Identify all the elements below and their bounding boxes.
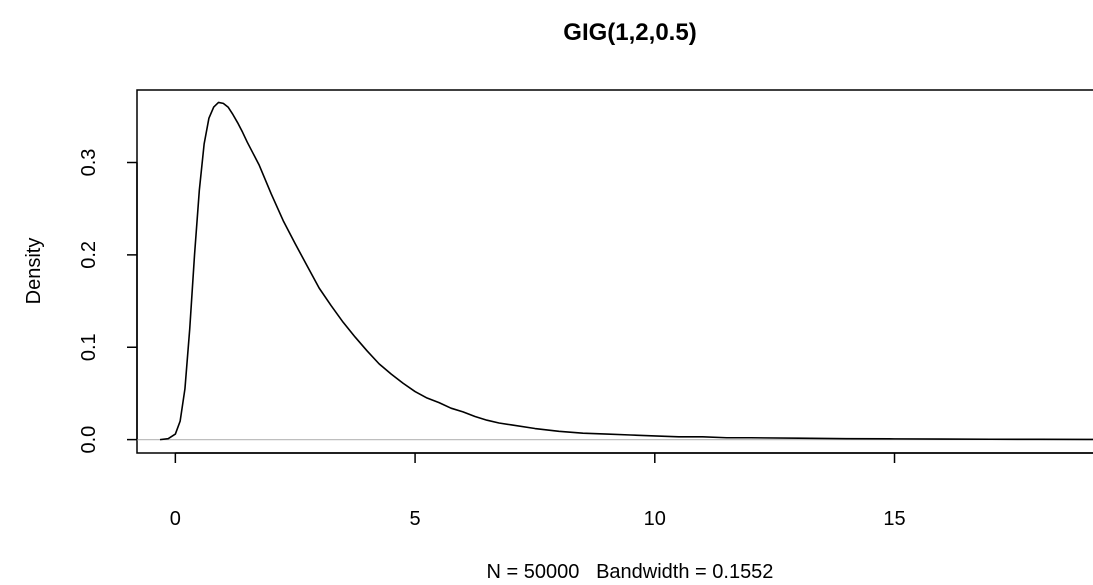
- plot-frame: [136, 89, 1093, 454]
- x-tick-label: 15: [883, 508, 905, 530]
- y-tick-label: 0.1: [78, 333, 100, 361]
- density-curve: [159, 101, 1093, 441]
- x-tick-label: 0: [170, 508, 181, 530]
- y-tick-label: 0.2: [78, 241, 100, 269]
- x-tick-label: 5: [410, 508, 421, 530]
- y-tick-label: 0.3: [78, 149, 100, 177]
- y-axis-label: Density: [23, 238, 45, 305]
- x-axis-label: N = 50000 Bandwidth = 0.1552: [487, 561, 774, 583]
- y-tick-label: 0.0: [78, 426, 100, 454]
- x-tick-label: 10: [644, 508, 666, 530]
- y-axis: 0.0 0.1 0.2 0.3: [78, 149, 138, 454]
- chart-title: GIG(1,2,0.5): [563, 19, 696, 46]
- x-axis: 05101520: [170, 452, 1093, 530]
- plot-area: [137, 101, 1093, 441]
